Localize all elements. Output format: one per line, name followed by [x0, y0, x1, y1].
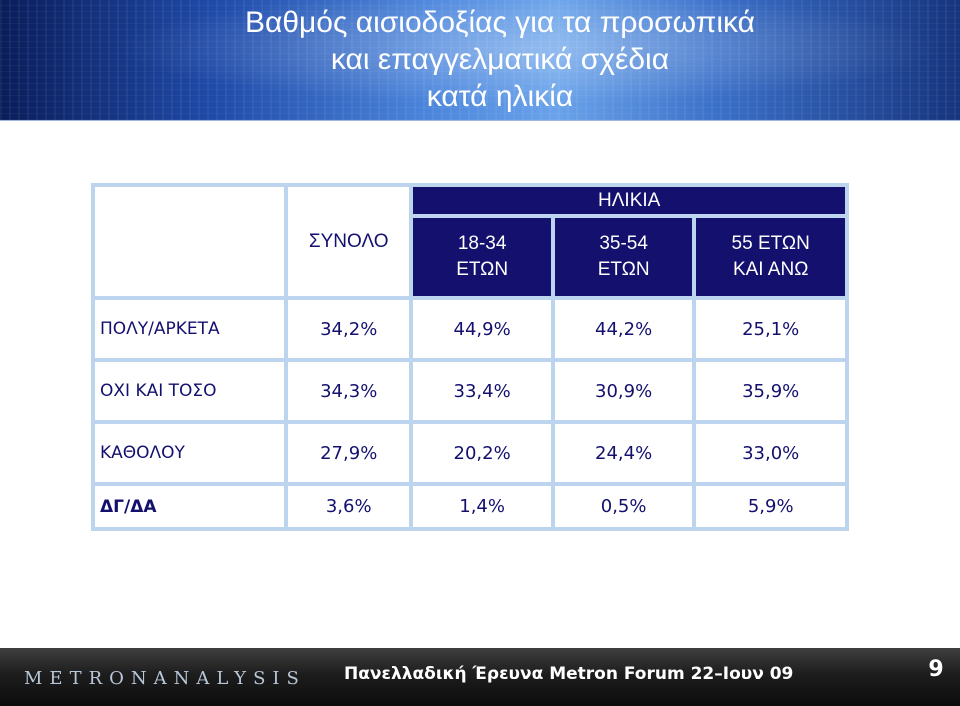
- age-header-line1: 18-34: [457, 233, 507, 254]
- value-18-34-highlight: 44,9%: [413, 300, 555, 362]
- table-row: ΚΑΘΟΛΟΥ 27,9% 20,2% 24,4% 33,0%: [95, 424, 849, 486]
- title-banner: Βαθμός αισιοδοξίας για τα προσωπικά και …: [0, 0, 960, 121]
- value-total: 27,9%: [288, 424, 414, 486]
- value-total: 34,2%: [288, 300, 414, 362]
- value-55-plus: 25,1%: [696, 300, 849, 362]
- value-55-plus: 5,9%: [696, 486, 849, 531]
- corner-cell: [95, 187, 289, 300]
- title-line-2: και επαγγελματικά σχέδια: [330, 43, 670, 76]
- metron-analysis-logo: METRONANALYSIS: [24, 668, 306, 689]
- value-55-plus: 35,9%: [696, 362, 849, 424]
- value-18-34: 1,4%: [413, 486, 555, 531]
- total-header: ΣΥΝΟΛΟ: [288, 187, 414, 300]
- table-row: ΔΓ/ΔΑ 3,6% 1,4% 0,5% 5,9%: [95, 486, 849, 531]
- table-row: ΠΟΛΥ/ΑΡΚΕΤΑ 34,2% 44,9% 44,2% 25,1%: [95, 300, 849, 362]
- value-35-54: 24,4%: [554, 424, 697, 486]
- value-35-54: 0,5%: [554, 486, 697, 531]
- footer-bar: [0, 648, 960, 706]
- value-total: 34,3%: [288, 362, 414, 424]
- title-line-3: κατά ηλικία: [426, 80, 574, 113]
- value-18-34: 33,4%: [413, 362, 555, 424]
- row-label: ΚΑΘΟΛΟΥ: [95, 424, 289, 486]
- value-55-plus-highlight: 33,0%: [696, 424, 849, 486]
- age-header-line2: ΚΑΙ ΑΝΩ: [732, 259, 809, 280]
- age-header-line2: ΕΤΩΝ: [456, 259, 509, 280]
- row-label: ΟΧΙ ΚΑΙ ΤΟΣΟ: [95, 362, 289, 424]
- page-number: 9: [928, 657, 944, 682]
- value-total: 3,6%: [288, 486, 414, 531]
- row-label: ΔΓ/ΔΑ: [95, 486, 289, 531]
- results-table: ΣΥΝΟΛΟ ΗΛΙΚΙΑ 18-34 ΕΤΩΝ 35-54 ΕΤΩΝ 55 Ε…: [91, 183, 849, 531]
- age-header-line1: 55 ΕΤΩΝ: [731, 233, 810, 254]
- age-header-18-34: 18-34 ΕΤΩΝ: [413, 218, 555, 300]
- slide-title: Βαθμός αισιοδοξίας για τα προσωπικά και …: [140, 4, 860, 115]
- age-header-line2: ΕΤΩΝ: [597, 259, 650, 280]
- age-header-55-plus: 55 ΕΤΩΝ ΚΑΙ ΑΝΩ: [696, 218, 849, 300]
- title-line-1: Βαθμός αισιοδοξίας για τα προσωπικά: [244, 6, 756, 39]
- value-35-54: 44,2%: [554, 300, 697, 362]
- banner-glow: [0, 0, 960, 120]
- row-label: ΠΟΛΥ/ΑΡΚΕΤΑ: [95, 300, 289, 362]
- age-header-line1: 35-54: [599, 233, 648, 254]
- age-group-header: ΗΛΙΚΙΑ: [413, 187, 849, 218]
- table-row: ΟΧΙ ΚΑΙ ΤΟΣΟ 34,3% 33,4% 30,9% 35,9%: [95, 362, 849, 424]
- value-18-34: 20,2%: [413, 424, 555, 486]
- value-35-54: 30,9%: [554, 362, 697, 424]
- footer-caption: Πανελλαδική Έρευνα Metron Forum 22–Ιουν …: [344, 664, 794, 684]
- age-header-35-54: 35-54 ΕΤΩΝ: [554, 218, 697, 300]
